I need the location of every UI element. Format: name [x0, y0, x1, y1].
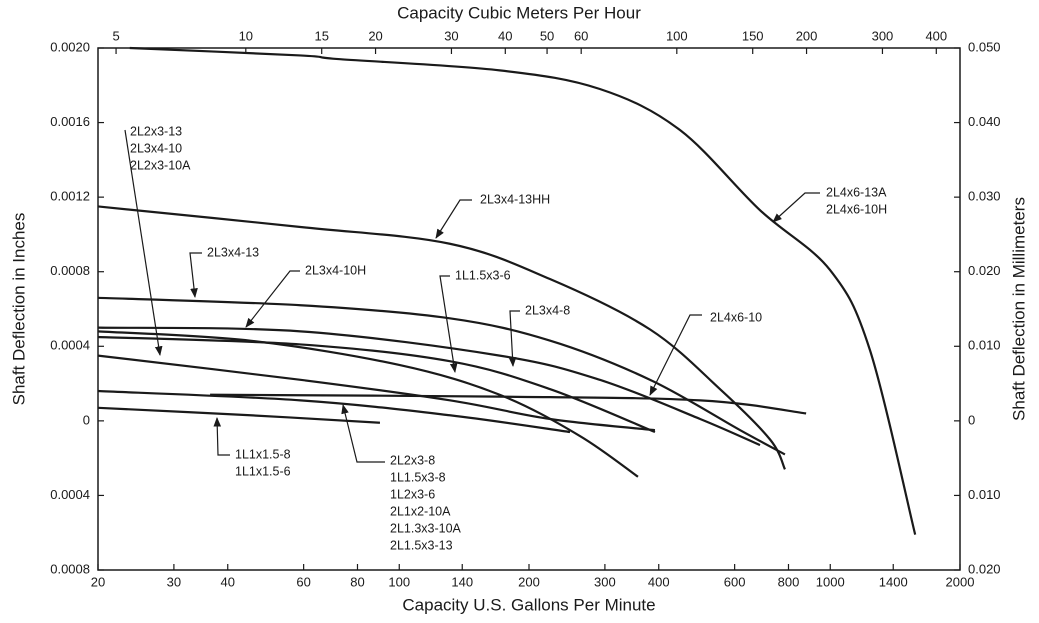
- annotation-text: 2L4x6-10: [710, 310, 762, 324]
- y2-tick-label: 0.010: [968, 338, 1001, 353]
- annotation-text: 2L1x2-10A: [390, 504, 451, 518]
- x-tick-label: 400: [648, 574, 670, 589]
- x2-tick-label: 40: [498, 28, 512, 43]
- y2-tick-label: 0: [968, 412, 975, 427]
- annotation-text: 2L1.3x3-10A: [390, 521, 462, 535]
- leader-arrow: [649, 314, 702, 396]
- curve: [97, 354, 656, 432]
- y-axis-title: Shaft Deflection in Inches: [9, 213, 28, 406]
- annotation-text: 2L3x4-8: [525, 303, 570, 317]
- curve: [97, 389, 571, 434]
- x2-tick-label: 300: [872, 28, 894, 43]
- y2-tick-label: 0.020: [968, 263, 1001, 278]
- annotation-text: 1L1.5x3-8: [390, 470, 446, 484]
- annotation-text: 2L2x3-10A: [130, 158, 191, 172]
- y-tick-label: 0.0004: [50, 487, 90, 502]
- x-tick-label: 140: [451, 574, 473, 589]
- y-tick-label: 0.0008: [50, 561, 90, 576]
- y2-tick-label: 0.030: [968, 189, 1001, 204]
- x-tick-label: 80: [350, 574, 364, 589]
- annotation-text: 2L1.5x3-13: [390, 538, 453, 552]
- x-tick-label: 1000: [816, 574, 845, 589]
- y2-axis-title: Shaft Deflection in Millimeters: [1009, 197, 1028, 421]
- y-tick-label: 0.0020: [50, 39, 90, 54]
- annotation-text: 2L3x4-10H: [305, 263, 366, 277]
- annotation-text: 1L1.5x3-6: [455, 268, 511, 282]
- y2-tick-label: 0.020: [968, 561, 1001, 576]
- y-tick-label: 0.0016: [50, 114, 90, 129]
- annotation-text: 2L4x6-10H: [826, 202, 887, 216]
- leader-arrow: [772, 192, 820, 223]
- x2-tick-label: 20: [368, 28, 382, 43]
- annotation-text: 2L3x4-13HH: [480, 192, 550, 206]
- x-axis-title: Capacity U.S. Gallons Per Minute: [402, 595, 655, 614]
- leader-arrow: [435, 199, 472, 239]
- x2-tick-label: 60: [574, 28, 588, 43]
- leader-arrow: [189, 252, 202, 298]
- annotation-text: 2L2x3-13: [130, 124, 182, 138]
- curve: [97, 205, 786, 470]
- leader-arrow: [213, 417, 230, 456]
- curve: [97, 330, 639, 478]
- x-tick-label: 1400: [879, 574, 908, 589]
- x2-tick-label: 100: [666, 28, 688, 43]
- x-tick-label: 60: [296, 574, 310, 589]
- y-tick-label: 0.0008: [50, 263, 90, 278]
- leader-arrow: [124, 129, 163, 356]
- curve: [97, 335, 656, 434]
- x-tick-label: 2000: [946, 574, 975, 589]
- annotation-text: 2L4x6-13A: [826, 185, 887, 199]
- curve: [97, 296, 786, 456]
- annotation-text: 2L2x3-8: [390, 453, 435, 467]
- annotation-text: 2L3x4-13: [207, 245, 259, 259]
- y2-tick-label: 0.010: [968, 487, 1001, 502]
- x2-tick-label: 50: [540, 28, 554, 43]
- x-tick-label: 100: [388, 574, 410, 589]
- y2-tick-label: 0.040: [968, 114, 1001, 129]
- x-tick-label: 40: [221, 574, 235, 589]
- x2-tick-label: 400: [925, 28, 947, 43]
- x-tick-label: 20: [91, 574, 105, 589]
- y-tick-label: 0: [83, 412, 90, 427]
- x2-tick-label: 10: [239, 28, 253, 43]
- annotation-text: 1L2x3-6: [390, 487, 435, 501]
- y-tick-label: 0.0012: [50, 189, 90, 204]
- x-tick-label: 800: [778, 574, 800, 589]
- curve: [97, 326, 761, 447]
- x2-tick-label: 15: [314, 28, 328, 43]
- x2-axis-title: Capacity Cubic Meters Per Hour: [397, 3, 641, 22]
- x-tick-label: 600: [724, 574, 746, 589]
- x2-tick-label: 150: [742, 28, 764, 43]
- annotation-text: 2L3x4-10: [130, 141, 182, 155]
- leader-arrow: [508, 310, 520, 367]
- y2-tick-label: 0.050: [968, 39, 1001, 54]
- leader-arrow: [439, 275, 458, 373]
- leader-arrow: [245, 270, 300, 328]
- annotation-text: 1L1x1.5-6: [235, 464, 291, 478]
- curve: [129, 46, 917, 535]
- x-tick-label: 200: [518, 574, 540, 589]
- leader-arrow: [341, 404, 385, 463]
- curve: [210, 393, 807, 415]
- x-tick-label: 30: [167, 574, 181, 589]
- x2-tick-label: 200: [796, 28, 818, 43]
- x2-tick-label: 30: [444, 28, 458, 43]
- annotation-text: 1L1x1.5-8: [235, 447, 291, 461]
- x-tick-label: 300: [594, 574, 616, 589]
- y-tick-label: 0.0004: [50, 338, 90, 353]
- x2-tick-label: 5: [112, 28, 119, 43]
- curve: [97, 406, 381, 424]
